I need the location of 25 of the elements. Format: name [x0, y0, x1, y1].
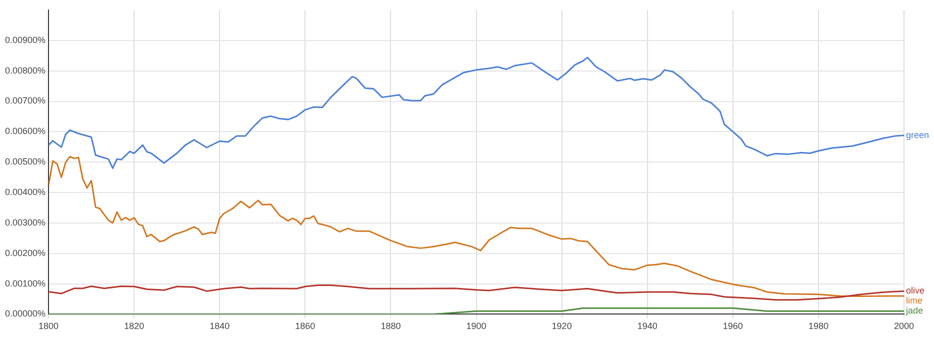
x-tick-label: 1880	[380, 321, 401, 332]
y-tick-label: 0.00000%	[4, 308, 46, 319]
y-tick-label: 0.00900%	[4, 34, 46, 45]
x-tick-label: 1860	[295, 321, 316, 332]
series-label: jade	[905, 306, 924, 316]
y-tick-label: 0.00300%	[4, 217, 46, 228]
y-tick-label: 0.00200%	[4, 248, 46, 258]
x-tick-label: 1800	[38, 321, 59, 332]
x-tick-label: 1820	[124, 321, 144, 332]
y-tick-label: 0.00100%	[4, 278, 46, 288]
series-label: green	[906, 130, 930, 140]
y-tick-label: 0.00500%	[4, 156, 46, 167]
y-tick-label: 0.00400%	[4, 187, 46, 198]
y-tick-label: 0.00600%	[4, 126, 46, 136]
series-label: lime	[906, 296, 923, 306]
x-tick-label: 1900	[466, 321, 486, 332]
x-tick-label: 1840	[210, 321, 230, 332]
x-tick-label: 1980	[808, 321, 828, 332]
series-label: olive	[906, 286, 925, 296]
x-tick-label: 1920	[552, 321, 572, 332]
y-tick-label: 0.00800%	[4, 65, 46, 76]
x-tick-label: 2000	[894, 321, 914, 332]
y-tick-label: 0.00700%	[4, 96, 46, 106]
x-tick-label: 1960	[722, 321, 743, 332]
x-tick-label: 1940	[637, 321, 658, 332]
